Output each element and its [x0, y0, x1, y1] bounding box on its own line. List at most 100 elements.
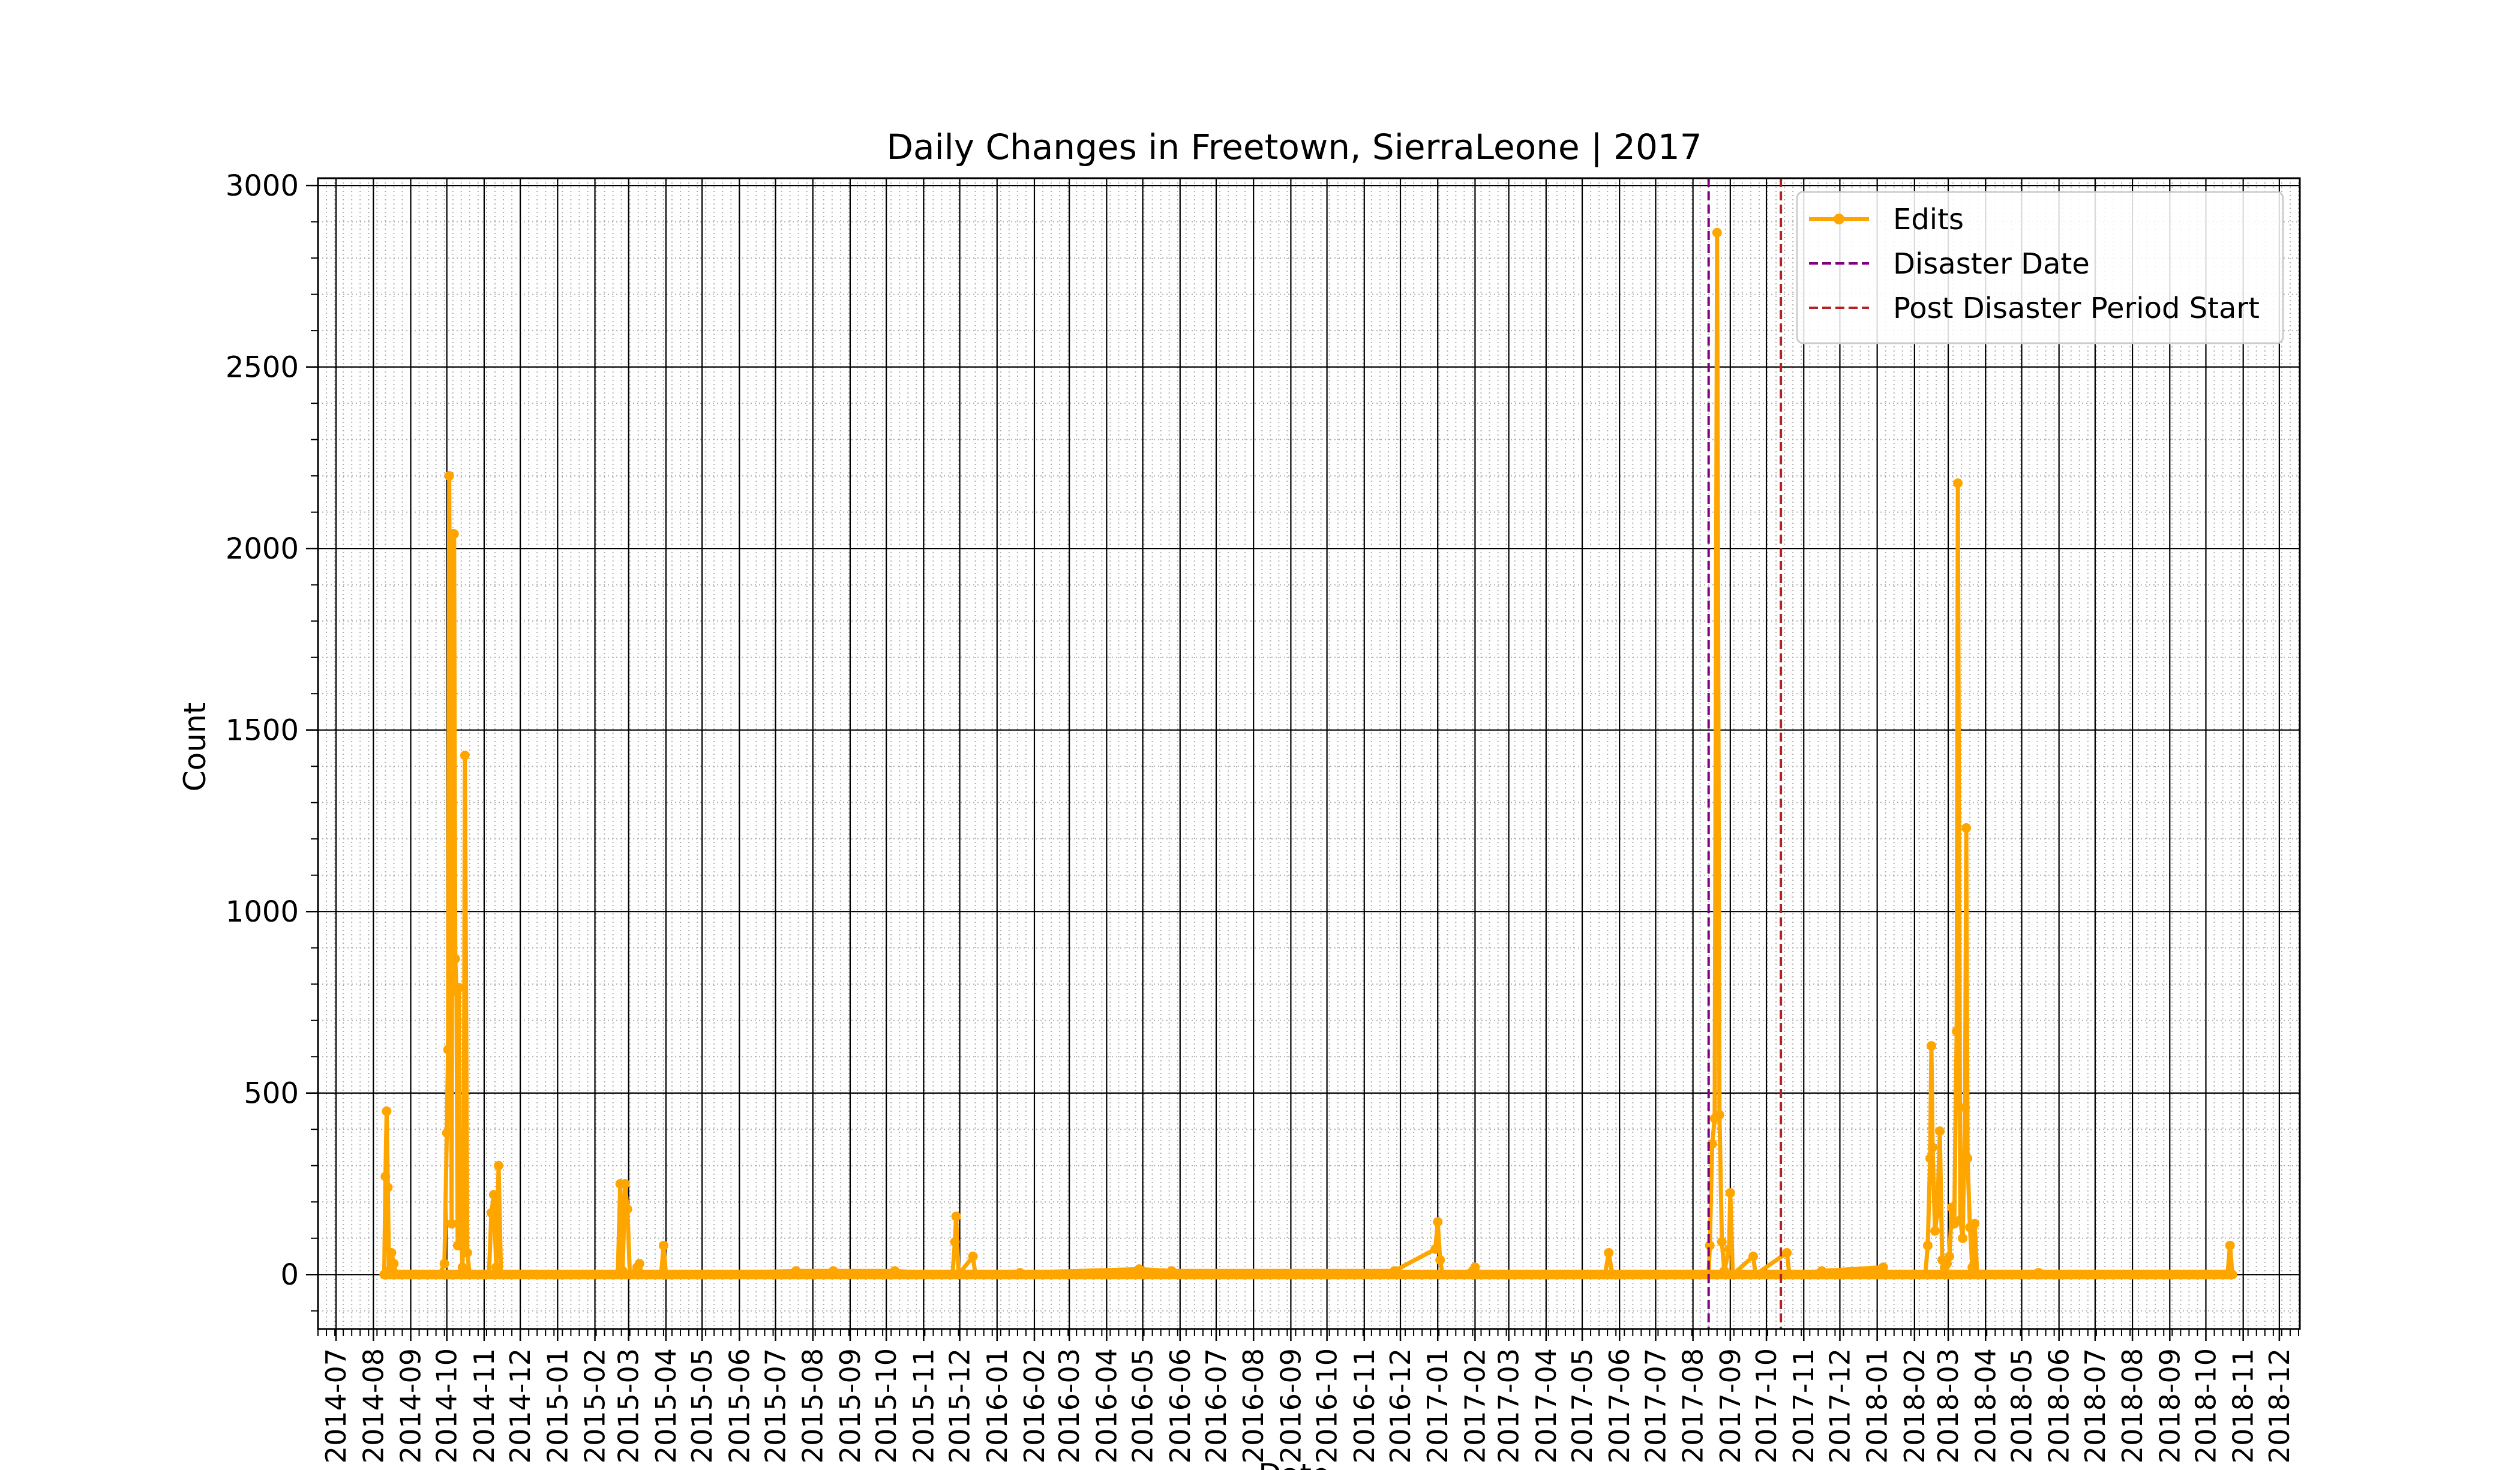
y-tick-label: 2000 — [226, 532, 299, 566]
data-point — [386, 1247, 397, 1258]
x-tick-label: 2015-05 — [686, 1348, 718, 1463]
x-tick-label: 2016-11 — [1348, 1348, 1381, 1463]
x-tick-label: 2017-12 — [1823, 1348, 1856, 1463]
x-tick-label: 2015-09 — [834, 1348, 866, 1463]
data-point — [1712, 227, 1722, 238]
data-point — [828, 1266, 838, 1276]
data-point — [1438, 1270, 1448, 1280]
data-point — [637, 1270, 647, 1280]
data-point — [1932, 1208, 1942, 1218]
data-point — [380, 1171, 391, 1181]
data-point — [970, 1270, 980, 1280]
x-tick-label: 2015-01 — [541, 1348, 574, 1463]
data-point — [457, 1262, 467, 1273]
x-tick-label: 2017-03 — [1493, 1348, 1525, 1463]
x-tick-label: 2015-10 — [870, 1348, 902, 1463]
data-point — [1930, 1226, 1940, 1236]
data-point — [1705, 1240, 1715, 1250]
data-point — [462, 1247, 472, 1258]
y-axis-label: Count — [178, 703, 212, 792]
data-point — [620, 1178, 630, 1189]
data-point — [953, 1270, 964, 1280]
x-tick-label: 2014-09 — [395, 1348, 427, 1463]
data-point — [1945, 1251, 1955, 1261]
plot-area — [379, 227, 2237, 1280]
data-point — [449, 529, 459, 539]
data-point — [443, 1045, 453, 1055]
x-tick-label: 2018-01 — [1861, 1348, 1894, 1463]
data-point — [1470, 1262, 1480, 1273]
data-point — [1955, 1215, 1966, 1225]
x-tick-label: 2015-06 — [723, 1348, 755, 1463]
data-point — [1600, 1270, 1610, 1280]
data-point — [1435, 1255, 1445, 1265]
y-tick-label: 0 — [280, 1258, 299, 1292]
legend: Edits Disaster Date Post Disaster Period S… — [1796, 191, 2284, 344]
data-point — [1430, 1244, 1441, 1254]
data-point — [442, 1128, 452, 1138]
y-tick-label: 3000 — [226, 169, 299, 203]
y-tick-label: 1500 — [226, 714, 299, 748]
data-point — [458, 1211, 469, 1222]
x-tick-label: 2016-08 — [1237, 1348, 1270, 1463]
data-point — [460, 751, 470, 761]
x-tick-label: 2014-08 — [357, 1348, 389, 1463]
data-point — [1947, 1202, 1957, 1213]
x-tick-label: 2015-12 — [944, 1348, 976, 1463]
x-tick-label: 2018-08 — [2116, 1348, 2149, 1463]
x-tick-label: 2017-07 — [1639, 1348, 1672, 1463]
x-tick-label: 2016-04 — [1090, 1348, 1123, 1463]
data-point — [1389, 1266, 1399, 1276]
data-point — [454, 983, 464, 993]
x-tick-label: 2015-02 — [579, 1348, 611, 1463]
x-tick-label: 2016-03 — [1053, 1348, 1085, 1463]
data-point — [391, 1270, 401, 1280]
data-point — [634, 1259, 644, 1269]
major-grid — [318, 178, 2300, 1329]
legend-label: Edits — [1893, 203, 1964, 236]
data-point — [1433, 1217, 1443, 1227]
data-point — [1953, 478, 1963, 488]
data-point — [1604, 1247, 1614, 1258]
x-tick-label: 2017-08 — [1677, 1348, 1709, 1463]
x-tick-label: 2014-12 — [504, 1348, 536, 1463]
data-point — [1942, 1259, 1952, 1269]
x-tick-label: 2016-09 — [1274, 1348, 1307, 1463]
x-tick-label: 2017-02 — [1459, 1348, 1491, 1463]
data-point — [617, 1266, 628, 1276]
chart-title: Daily Changes in Freetown, SierraLeone |… — [886, 127, 1702, 167]
data-point — [1166, 1266, 1177, 1276]
x-tick-label: 2014-10 — [431, 1348, 463, 1463]
x-tick-label: 2016-01 — [981, 1348, 1013, 1463]
data-point — [439, 1259, 449, 1269]
x-axis-label: Date — [1258, 1457, 1330, 1470]
data-point — [382, 1106, 392, 1116]
data-point — [1748, 1251, 1758, 1261]
data-point — [1782, 1247, 1792, 1258]
x-tick-label: 2018-11 — [2227, 1348, 2260, 1463]
x-tick-label: 2015-08 — [797, 1348, 829, 1463]
data-point — [1784, 1270, 1795, 1280]
data-point — [389, 1259, 399, 1269]
data-point — [1952, 1026, 1962, 1036]
data-point — [383, 1183, 393, 1193]
data-point — [1707, 1139, 1717, 1149]
x-tick-label: 2017-09 — [1714, 1348, 1747, 1463]
data-point — [1719, 1266, 1729, 1276]
data-point — [491, 1262, 501, 1273]
data-point — [661, 1270, 671, 1280]
data-point — [1967, 1262, 1978, 1273]
plot-frame — [317, 177, 2301, 1330]
x-tick-label: 2018-03 — [1932, 1348, 1964, 1463]
data-point — [951, 1211, 961, 1222]
data-point — [1925, 1153, 1935, 1163]
legend-label: Post Disaster Period Start — [1893, 292, 2260, 325]
y-tick-label: 2500 — [226, 351, 299, 385]
data-point — [658, 1240, 668, 1250]
x-tick-label: 2015-07 — [760, 1348, 792, 1463]
x-tick-label: 2018-12 — [2263, 1348, 2296, 1463]
legend-box — [1796, 191, 2284, 344]
data-point — [1880, 1270, 1891, 1280]
data-point — [1920, 1270, 1930, 1280]
x-tick-label: 2018-06 — [2043, 1348, 2075, 1463]
